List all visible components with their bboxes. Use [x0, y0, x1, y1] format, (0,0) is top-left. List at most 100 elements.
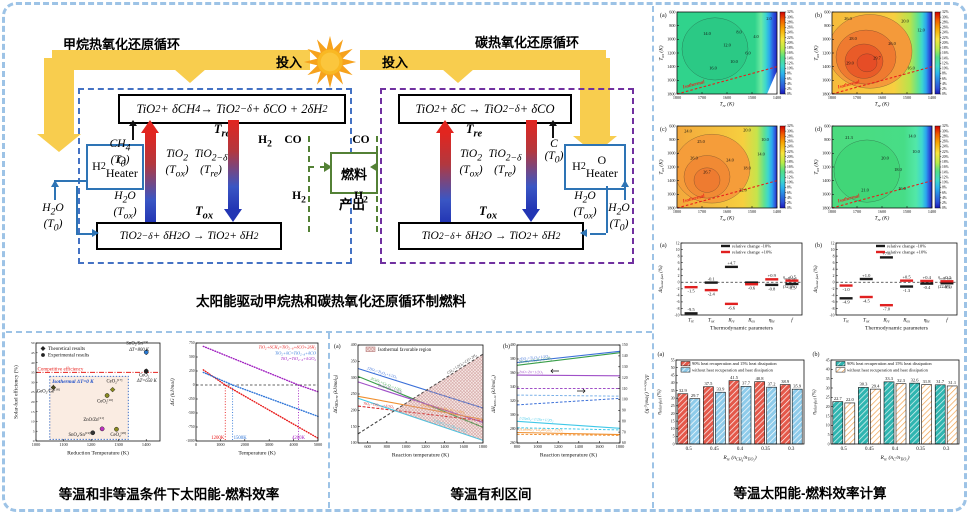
svg-text:350: 350 [351, 360, 357, 364]
svg-text:Thermodynamic parameters: Thermodynamic parameters [865, 326, 928, 332]
svg-text:1000: 1000 [402, 444, 411, 449]
svg-text:1600: 1600 [723, 95, 731, 100]
svg-text:18.0: 18.0 [743, 165, 751, 170]
svg-text:30%: 30% [787, 15, 794, 19]
svg-text:24%: 24% [787, 145, 794, 149]
svg-text:16.0: 16.0 [907, 65, 915, 70]
svg-text:6%: 6% [787, 191, 792, 195]
svg-text:-0.4: -0.4 [923, 285, 931, 290]
svg-text:10%: 10% [942, 67, 949, 71]
svg-text:260: 260 [510, 441, 516, 445]
svg-text:+0.4: +0.4 [923, 275, 932, 280]
svg-text:-0.8: -0.8 [768, 286, 776, 291]
svg-text:0.45: 0.45 [865, 447, 874, 452]
svg-text:18.0: 18.0 [894, 167, 902, 172]
svg-text:18%: 18% [942, 160, 949, 164]
svg-text:1600: 1600 [667, 192, 675, 197]
svg-text:24%: 24% [942, 145, 949, 149]
svg-text:1700: 1700 [853, 209, 861, 214]
svg-text:Reaction temperature (K): Reaction temperature (K) [540, 452, 597, 459]
svg-text:relative change -10%: relative change -10% [887, 244, 926, 249]
svg-text:4%: 4% [942, 196, 947, 200]
svg-text:22%: 22% [942, 36, 949, 40]
svg-text:4%: 4% [942, 82, 947, 86]
efficiency-bars-a: 0 5 10 15 20 25 30 35 40 45 50 55 32.9 29.7 0.5 37.5 33.… [655, 346, 809, 474]
svg-text:140: 140 [622, 354, 628, 358]
svg-text:Temperature (K): Temperature (K) [238, 450, 275, 457]
svg-text:1400: 1400 [440, 444, 449, 449]
svg-text:Thermodynamic parameters: Thermodynamic parameters [710, 326, 773, 332]
svg-text:1200: 1200 [667, 50, 675, 55]
svg-text:1400: 1400 [667, 64, 675, 69]
svg-text:CH4+1/2O2=CO+2H2: CH4+1/2O2=CO+2H2 [446, 353, 478, 376]
oxidation-equation-left: TiO 2−δ + δH 2 O → TiO 2 + δH 2 [96, 222, 282, 250]
svg-text:5000: 5000 [314, 442, 322, 447]
svg-text:(b): (b) [503, 343, 510, 350]
svg-text:22%: 22% [787, 36, 794, 40]
svg-text:14.0: 14.0 [703, 31, 711, 36]
svg-text:1800: 1800 [616, 444, 625, 449]
svg-text:Isothermal ΔT=0 K: Isothermal ΔT=0 K [51, 379, 94, 385]
svg-text:1200: 1200 [822, 50, 830, 55]
svg-text:+4.7: +4.7 [727, 261, 736, 266]
c-up-arrow-icon [548, 120, 558, 138]
svg-text:(b): (b) [815, 12, 822, 19]
svg-text:-6: -6 [676, 300, 679, 304]
svg-text:10%: 10% [787, 181, 794, 185]
svg-text:130: 130 [622, 365, 628, 369]
c-t0-label: C (T0) [544, 138, 564, 166]
product-arrowhead-right-icon [370, 162, 378, 172]
svg-text:12.0: 12.0 [917, 28, 925, 33]
h2o-feed-arrow-left-icon [50, 180, 60, 200]
svg-text:1600: 1600 [822, 192, 830, 197]
svg-text:1600: 1600 [878, 95, 886, 100]
svg-text:10: 10 [676, 248, 680, 252]
svg-text:31.7: 31.7 [936, 379, 945, 384]
svg-text:10: 10 [671, 427, 675, 431]
solar-band-right-vertical [580, 58, 610, 138]
svg-text:800: 800 [824, 137, 830, 142]
svg-text:+0.5: +0.5 [902, 274, 911, 279]
svg-text:90% heat recuperation and 15%: 90% heat recuperation and 15% heat dissi… [692, 361, 777, 366]
svg-text:6%: 6% [942, 77, 947, 81]
svg-text:40.8: 40.8 [756, 376, 765, 381]
efficiency-bars-b: 0 5 10 15 20 25 30 35 40 45 22.7 22.0 0.5 30.3 29.4 0.4… [810, 346, 964, 474]
svg-text:25.0: 25.0 [697, 139, 705, 144]
svg-text:32%: 32% [787, 10, 794, 14]
h2-product-label-left-top: H2 [258, 134, 272, 150]
svg-text:0: 0 [828, 442, 830, 446]
svg-text:TiO2+δCH4=TiO2−δ+δCO+2δH2: TiO2+δCH4=TiO2−δ+δCO+2δH2 [259, 345, 317, 351]
divider-vertical-right [652, 6, 654, 508]
svg-text:12: 12 [831, 241, 835, 245]
svg-text:0%: 0% [787, 92, 792, 96]
output-label: 产出 [338, 197, 365, 212]
svg-text:1600: 1600 [667, 78, 675, 83]
svg-text:250: 250 [351, 392, 357, 396]
svg-text:12: 12 [676, 241, 680, 245]
svg-text:10: 10 [831, 248, 835, 252]
svg-text:35: 35 [31, 371, 35, 375]
svg-text:Tre (K): Tre (K) [720, 101, 735, 108]
svg-text:40: 40 [671, 381, 675, 385]
svg-text:20.0: 20.0 [743, 128, 751, 133]
svg-text:-6: -6 [831, 300, 834, 304]
svg-text:1000: 1000 [32, 442, 41, 447]
svg-text:18%: 18% [787, 46, 794, 50]
svg-text:14%: 14% [942, 56, 949, 60]
svg-text:2TiO2=Ti2O3+1/2O2: 2TiO2=Ti2O3+1/2O2 [366, 366, 398, 380]
svg-text:1400: 1400 [575, 444, 584, 449]
svg-text:1600: 1600 [822, 78, 830, 83]
svg-text:21.0: 21.0 [861, 188, 869, 193]
svg-text:-8: -8 [831, 307, 834, 311]
svg-text:2%: 2% [787, 201, 792, 205]
h2o-pipe-arrowhead-right-icon [580, 229, 587, 237]
svg-text:12%: 12% [942, 61, 949, 65]
svg-text:ZnO=Zn+1/2O2: ZnO=Zn+1/2O2 [377, 383, 403, 396]
svg-text:10%: 10% [787, 67, 794, 71]
svg-text:-1.3: -1.3 [903, 288, 911, 293]
svg-text:0.35: 0.35 [916, 447, 925, 452]
svg-text:26.0: 26.0 [690, 156, 698, 161]
svg-text:6%: 6% [942, 191, 947, 195]
svg-text:200: 200 [351, 409, 357, 413]
svg-text:2LaMnO3=La2Mn2O5+1/2O2: 2LaMnO3=La2Mn2O5+1/2O2 [519, 428, 564, 434]
